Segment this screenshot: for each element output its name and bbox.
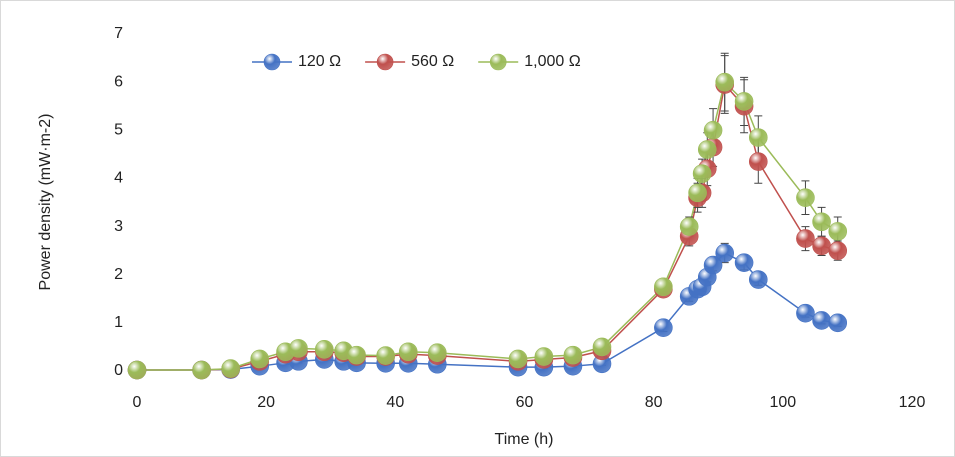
x-tick-label: 0 [133, 394, 142, 411]
y-tick-label: 3 [114, 218, 123, 235]
data-point [703, 255, 723, 275]
data-point [688, 183, 707, 203]
data-point [654, 318, 673, 337]
y-tick-label: 4 [114, 170, 123, 187]
legend-label: 1,000 Ω [524, 53, 580, 70]
legend-marker [263, 53, 281, 71]
y-tick-label: 1 [114, 314, 123, 331]
data-point [654, 277, 673, 297]
data-point [127, 360, 147, 380]
x-tick-label: 100 [769, 394, 796, 411]
data-point [534, 347, 554, 366]
data-point [734, 253, 754, 272]
data-point [563, 345, 583, 365]
data-point [748, 270, 768, 289]
data-point [314, 340, 334, 359]
data-point [398, 342, 418, 362]
y-tick-label: 0 [114, 362, 123, 379]
data-point [697, 140, 717, 159]
data-point [828, 222, 848, 241]
y-tick-label: 2 [114, 266, 123, 283]
x-tick-label: 120 [899, 394, 926, 411]
data-point [715, 72, 735, 92]
x-tick-label: 40 [386, 394, 404, 411]
data-point [796, 229, 815, 248]
x-axis-title: Time (h) [495, 431, 554, 448]
data-point [250, 349, 270, 369]
data-point [376, 346, 395, 365]
data-point [748, 128, 768, 147]
y-tick-label: 7 [114, 25, 123, 42]
x-tick-label: 80 [645, 394, 663, 411]
y-axis-title: Power density (mW·m-2) [37, 114, 54, 291]
legend-label: 120 Ω [298, 53, 341, 70]
x-tick-label: 20 [257, 394, 275, 411]
data-point [748, 152, 768, 171]
data-point [812, 236, 831, 256]
y-tick-label: 5 [114, 122, 123, 139]
legend-marker [376, 53, 394, 71]
data-point [828, 313, 848, 333]
x-tick-label: 60 [516, 394, 534, 411]
data-point [592, 337, 612, 357]
data-point [828, 241, 848, 260]
data-point [796, 303, 815, 323]
data-point [703, 120, 723, 140]
data-point [692, 164, 712, 183]
y-tick-label: 6 [114, 73, 123, 90]
data-point [812, 311, 831, 330]
data-point [428, 343, 447, 363]
legend-label: 560 Ω [411, 53, 454, 70]
data-point [221, 359, 240, 378]
data-point [347, 345, 366, 365]
data-point [796, 188, 815, 207]
data-point [289, 339, 308, 358]
data-point [508, 349, 528, 369]
data-point [812, 212, 831, 232]
legend-marker [489, 53, 507, 71]
data-point [679, 217, 699, 236]
data-point [192, 360, 211, 380]
data-point [715, 243, 735, 263]
data-point [734, 92, 754, 111]
